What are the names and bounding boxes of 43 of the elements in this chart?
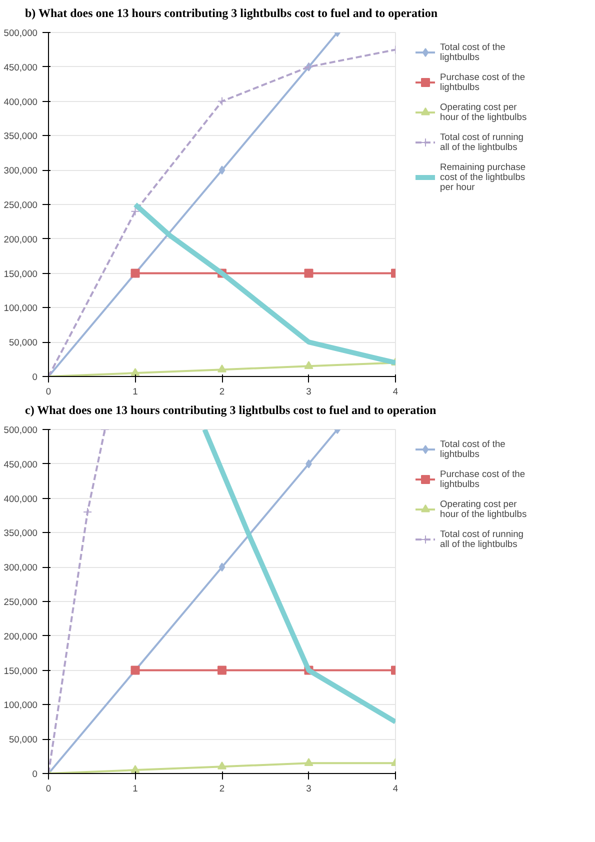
y-tick-label: 50,000 <box>8 338 38 348</box>
y-tick-label: 450,000 <box>4 62 38 73</box>
legend-label: Operating cost per hour of the lightbulbs <box>440 499 527 520</box>
y-tick-label: 100,000 <box>4 303 38 314</box>
y-tick-label: 400,000 <box>4 96 38 107</box>
y-tick-label: 350,000 <box>4 131 38 142</box>
y-tick-label: 500,000 <box>4 28 38 38</box>
x-tick-label: 1 <box>132 784 138 794</box>
legend-label: Total cost of the lightbulbs <box>440 439 506 460</box>
x-tick-label: 0 <box>46 386 52 397</box>
legend-label: Operating cost per hour of the lightbulbs <box>440 102 527 122</box>
y-tick-label: 250,000 <box>4 200 38 210</box>
y-tick-label: 350,000 <box>4 528 38 538</box>
y-tick-label: 150,000 <box>4 666 38 676</box>
x-tick-label: 0 <box>46 784 52 794</box>
y-tick-label: 450,000 <box>4 460 38 470</box>
x-tick-label: 4 <box>392 386 398 397</box>
x-tick-label: 3 <box>306 784 312 794</box>
y-tick-label: 200,000 <box>4 632 38 642</box>
y-tick-label: 500,000 <box>4 425 38 436</box>
legend-label: Purchase cost of the lightbulbs <box>440 72 526 92</box>
chart-title: c) What does one 13 hours contributing 3 lightbulbs cost to fuel and to operation <box>25 402 436 420</box>
y-tick-label: 400,000 <box>4 494 38 504</box>
legend-label: Total cost of running all of the lightbulbs <box>440 132 524 152</box>
y-tick-label: 100,000 <box>4 700 38 710</box>
x-tick-label: 2 <box>219 386 225 397</box>
x-tick-label: 4 <box>392 784 398 794</box>
x-tick-label: 1 <box>132 386 138 397</box>
y-tick-label: 300,000 <box>4 166 38 176</box>
chart-title: b) What does one 13 hours contributing 3 lightbulbs cost to fuel and to operation <box>25 5 438 22</box>
x-tick-label: 2 <box>219 784 225 794</box>
y-tick-label: 150,000 <box>4 268 38 279</box>
legend-label: Total cost of the lightbulbs <box>440 42 506 62</box>
y-tick-label: 250,000 <box>4 597 38 608</box>
y-tick-label: 0 <box>32 372 38 382</box>
x-tick-label: 3 <box>306 386 312 397</box>
y-tick-label: 300,000 <box>4 562 38 573</box>
legend-label: Total cost of running all of the lightbulbs <box>440 529 524 550</box>
legend-label: Remaining purchase cost of the lightbulbs per hour <box>440 162 526 192</box>
y-tick-label: 0 <box>32 769 38 780</box>
y-tick-label: 50,000 <box>8 734 38 745</box>
legend-label: Purchase cost of the lightbulbs <box>440 469 526 490</box>
y-tick-label: 200,000 <box>4 234 38 245</box>
